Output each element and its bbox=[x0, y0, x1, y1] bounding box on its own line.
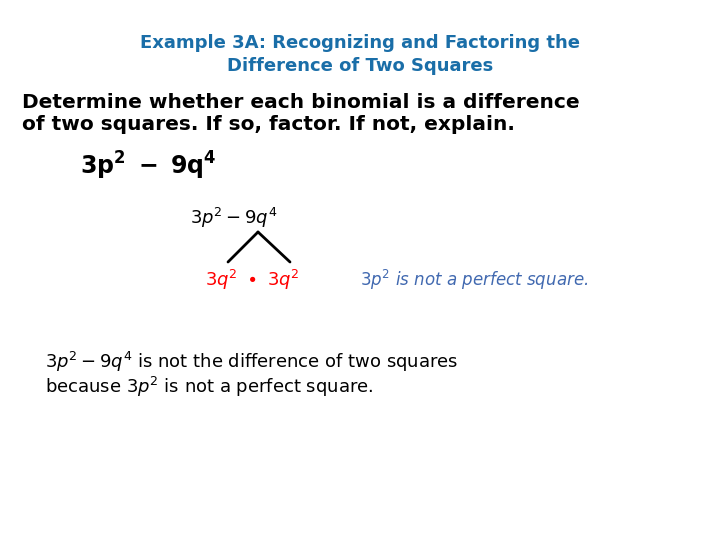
Text: Example 3A: Recognizing and Factoring the: Example 3A: Recognizing and Factoring th… bbox=[140, 34, 580, 52]
Text: $\mathbf{3p^2}$$\mathbf{\ -\ 9q^4}$: $\mathbf{3p^2}$$\mathbf{\ -\ 9q^4}$ bbox=[80, 150, 217, 182]
Text: $3p^2 - 9q^4$: $3p^2 - 9q^4$ bbox=[190, 206, 277, 230]
Text: Difference of Two Squares: Difference of Two Squares bbox=[227, 57, 493, 75]
Text: because $3p^2$ is not a perfect square.: because $3p^2$ is not a perfect square. bbox=[45, 375, 374, 399]
Text: Determine whether each binomial is a difference: Determine whether each binomial is a dif… bbox=[22, 92, 580, 111]
Text: of two squares. If so, factor. If not, explain.: of two squares. If so, factor. If not, e… bbox=[22, 114, 515, 133]
Text: $3p^2$ is not a perfect square.: $3p^2$ is not a perfect square. bbox=[360, 268, 588, 292]
Text: $3p^2 - 9q^4$ is not the difference of two squares: $3p^2 - 9q^4$ is not the difference of t… bbox=[45, 350, 459, 374]
Text: $3q^2\ \bullet\ 3q^2$: $3q^2\ \bullet\ 3q^2$ bbox=[205, 268, 300, 292]
